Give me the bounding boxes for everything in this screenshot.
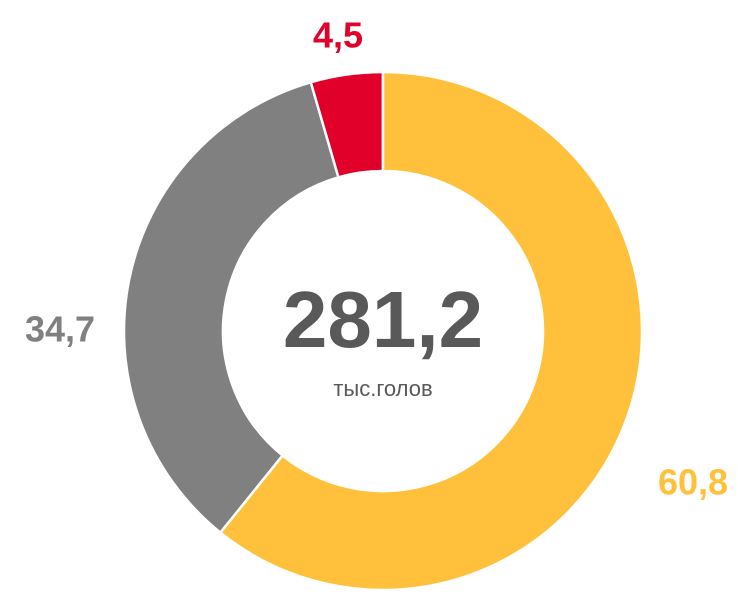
data-label: 34,7 — [25, 309, 95, 350]
data-label: 4,5 — [313, 15, 363, 56]
center-value: 281,2 — [283, 275, 483, 364]
donut-segment — [122, 80, 340, 535]
data-label: 60,8 — [658, 462, 728, 503]
center-unit: тыс.голов — [333, 376, 432, 401]
donut-segment — [218, 70, 644, 592]
